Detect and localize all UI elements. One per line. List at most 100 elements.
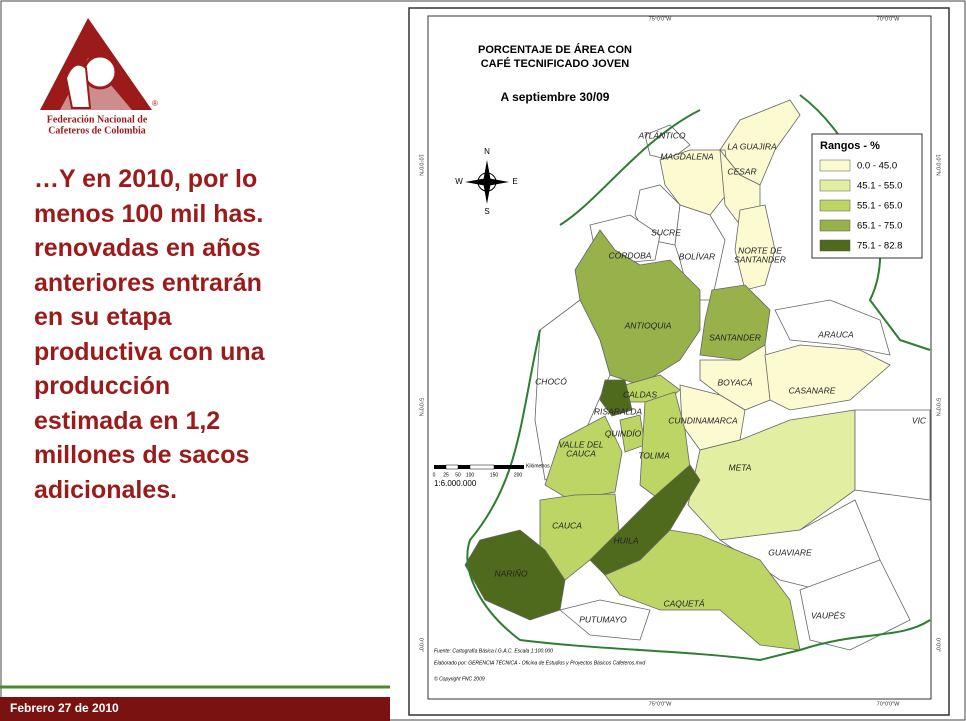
latitude-label: 10°0'0"N: [418, 154, 424, 175]
logo-text: Cafeteros de Colombia: [48, 125, 146, 136]
legend-swatch: [819, 199, 851, 212]
department: [674, 204, 726, 301]
compass-n: N: [484, 147, 490, 156]
scale-ratio: 1:6.000.000: [434, 479, 477, 488]
department: [734, 204, 776, 291]
legend-label: 65.1 - 75.0: [857, 221, 902, 232]
departments: [464, 99, 931, 651]
department-label: CAQUETÁ: [663, 598, 704, 608]
department-label: SUCRE: [651, 227, 681, 237]
text-line: menos 100 mil has.: [34, 199, 264, 228]
department-label: SANTANDER: [734, 254, 786, 264]
legend-label: 0.0 - 45.0: [857, 161, 897, 172]
scale-tick: 50: [455, 472, 461, 478]
department-label: VIC: [912, 415, 927, 425]
legend-label: 75.1 - 82.8: [857, 241, 902, 252]
credit: Elaborado por: GERENCIA TÉCNICA - Oficin…: [434, 659, 645, 666]
text-line: en su etapa: [34, 303, 172, 331]
scale-tick: 25: [443, 472, 449, 478]
department-label: CHOCÓ: [535, 376, 567, 386]
legend-swatch: [819, 159, 851, 172]
department-label: VALLE DEL: [559, 439, 604, 449]
department-label: RISARALDA: [594, 406, 643, 416]
department-label: BOLÍVAR: [679, 251, 715, 261]
compass: [465, 160, 509, 204]
department-label: HUILA: [613, 535, 638, 545]
logo: Federación Nacional de Cafeteros de Colo…: [40, 18, 158, 136]
longitude-label: 75°0'0"W: [649, 701, 672, 707]
department: [604, 529, 801, 651]
map-title: PORCENTAJE DE ÁREA CON: [478, 43, 632, 56]
department-label: PUTUMAYO: [579, 614, 627, 624]
department: [764, 344, 891, 411]
text-line: renovadas en años: [34, 234, 261, 262]
department: [544, 415, 623, 501]
department-label: CASANARE: [789, 385, 836, 395]
footer-text: Febrero 27 de 2010: [10, 701, 119, 715]
department-label: MAGDALENA: [660, 151, 714, 161]
legend-swatch: [819, 179, 851, 192]
credit: © Copyright FNC 2009: [434, 675, 485, 682]
department-label: ATLÁNTICO: [637, 130, 685, 140]
department: [699, 344, 771, 411]
footer-bar: [0, 697, 390, 721]
latitude-label: 5°0'0"N: [418, 398, 424, 416]
longitude-label: 75°0'0"W: [649, 16, 672, 22]
department-label: TOLIMA: [638, 450, 670, 460]
scale-bar: [434, 464, 524, 470]
text-line: anteriores entrarán: [34, 268, 262, 297]
department: [659, 149, 731, 216]
department-label: CESAR: [727, 166, 756, 176]
department: [774, 299, 891, 356]
department-label: ARAUCA: [817, 329, 854, 339]
department-label: NORTE DE: [738, 245, 782, 255]
department-label: VAUPÉS: [811, 610, 845, 620]
map-subtitle: A septiembre 30/09: [501, 90, 610, 104]
scale-tick: 100: [466, 472, 475, 478]
text-line: producción: [34, 372, 171, 400]
department-label: ANTIOQUIA: [624, 320, 672, 330]
legend-swatch: [819, 219, 851, 232]
text-line: adicionales.: [34, 475, 178, 504]
text-line: productiva con una: [34, 337, 265, 366]
latitude-label: 10°0'0"N: [935, 154, 941, 175]
department-label: META: [729, 462, 752, 472]
logo-text: Federación Nacional de: [47, 114, 148, 125]
compass-s: S: [484, 207, 489, 216]
department: [559, 599, 651, 641]
legend-label: 45.1 - 55.0: [857, 181, 902, 192]
department-label: CALDAS: [623, 389, 657, 399]
logo-mark: ®: [152, 99, 158, 108]
department: [854, 409, 931, 501]
department-label: CAUCA: [552, 520, 582, 530]
department-label: CUNDINAMARCA: [668, 415, 738, 425]
department-label: CAUCA: [566, 448, 596, 458]
slide-text: …Y en 2010, por lo menos 100 mil has. reno…: [34, 162, 265, 507]
department-label: GUAVIARE: [768, 547, 812, 557]
scale-tick: 0: [433, 472, 436, 478]
compass-e: E: [512, 177, 517, 186]
department-label: NARIÑO: [494, 568, 527, 578]
credit: Fuente: Cartografía Básica I.G.A.C. Esca…: [434, 648, 553, 654]
department-label: SANTANDER: [709, 332, 761, 342]
legend-label: 55.1 - 65.0: [857, 201, 902, 212]
department-label: CÓRDOBA: [609, 250, 652, 260]
longitude-label: 70°0'0"W: [877, 16, 900, 22]
department: [534, 299, 611, 481]
department-label: LA GUAJIRA: [727, 141, 777, 151]
department: [644, 124, 691, 161]
text-line: estimada en 1,2: [34, 406, 221, 435]
compass-w: W: [455, 177, 463, 186]
text-line: …Y en 2010, por lo: [34, 165, 258, 193]
legend-box: [811, 133, 923, 259]
scale-tick: 150: [490, 472, 499, 478]
legend-title: Rangos - %: [820, 140, 880, 152]
department: [599, 379, 633, 417]
latitude-label: 0°0'0": [418, 638, 424, 652]
department-label: QUINDÍO: [605, 428, 642, 438]
text-line: millones de sacos: [34, 441, 250, 469]
latitude-label: 0°0'0": [935, 638, 941, 652]
